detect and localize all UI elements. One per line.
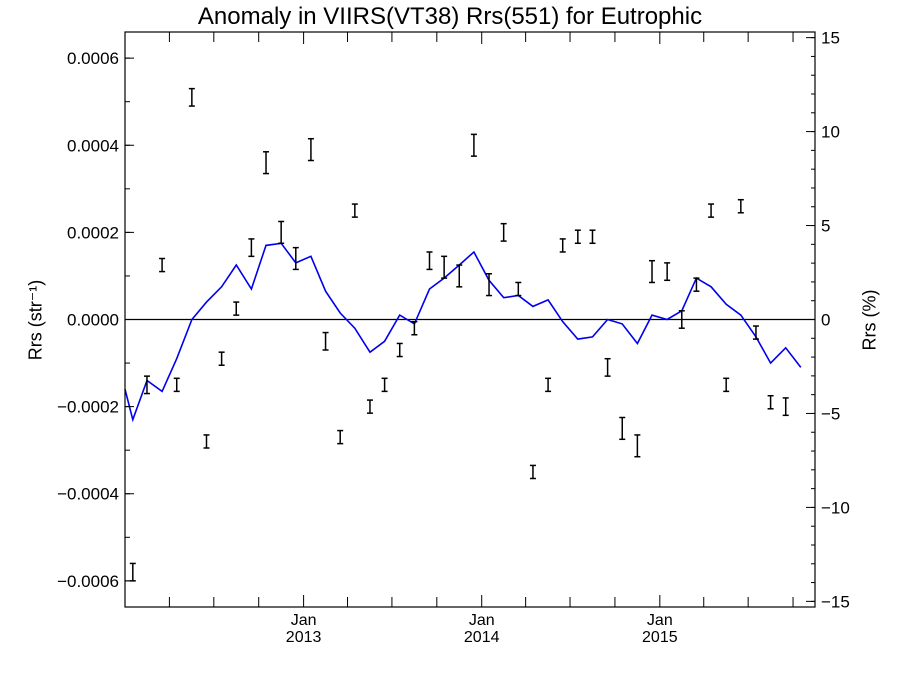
errorbar-point xyxy=(248,238,255,258)
errorbar-point xyxy=(470,133,477,157)
x-tick-year-label: 2013 xyxy=(286,629,322,646)
y-right-tick-label: 5 xyxy=(821,217,830,236)
x-tick-month-label: Jan xyxy=(469,612,495,629)
y-right-tick-label: 0 xyxy=(821,311,830,330)
y-left-tick-label: −0.0004 xyxy=(57,485,119,504)
errorbar-point xyxy=(129,562,136,582)
errorbar-point xyxy=(708,203,715,218)
errorbar-point xyxy=(396,342,403,358)
errorbar-point xyxy=(619,416,626,441)
errorbar-point xyxy=(604,357,611,377)
errorbar-point xyxy=(545,377,552,393)
errorbar-point xyxy=(381,377,388,393)
errorbar-point xyxy=(366,399,373,414)
y-left-tick-label: 0.0000 xyxy=(67,311,119,330)
errorbar-point xyxy=(456,264,463,288)
y-right-tick-label: −5 xyxy=(821,404,840,423)
y-left-tick-label: 0.0002 xyxy=(67,223,119,242)
y-left-tick-label: −0.0002 xyxy=(57,398,119,417)
errorbar-point xyxy=(693,277,700,292)
errorbar-point xyxy=(307,137,314,162)
errorbar-point xyxy=(559,238,566,253)
y-left-tick-label: 0.0006 xyxy=(67,49,119,68)
errorbar-point xyxy=(322,331,329,351)
errorbar-point xyxy=(486,273,493,297)
errorbar-series xyxy=(129,87,789,582)
y-right-tick-label: −15 xyxy=(821,592,850,611)
errorbar-point xyxy=(752,325,759,340)
x-tick-month-label: Jan xyxy=(291,612,317,629)
errorbar-point xyxy=(634,434,641,458)
x-tick-year-label: 2014 xyxy=(464,629,500,646)
y-left-tick-label: −0.0006 xyxy=(57,572,119,591)
errorbar-point xyxy=(233,301,240,316)
errorbar-point xyxy=(426,251,433,271)
x-tick-year-label: 2015 xyxy=(642,629,678,646)
errorbar-point xyxy=(203,434,210,449)
errorbar-point xyxy=(278,220,285,245)
errorbar-point xyxy=(529,464,536,480)
errorbar-point xyxy=(188,87,195,107)
y-left-tick-label: 0.0004 xyxy=(67,136,119,155)
y-right-tick-label: 15 xyxy=(821,29,840,48)
errorbar-point xyxy=(767,394,774,410)
errorbar-point xyxy=(737,198,744,214)
errorbar-point xyxy=(143,375,150,395)
errorbar-point xyxy=(351,203,358,218)
axes-layer: −0.0006 −0.0004 −0.0002 0.0000 0.0002 0.0004 0… xyxy=(57,29,850,646)
errorbar-point xyxy=(218,351,225,366)
errorbar-point xyxy=(159,257,166,273)
errorbar-point xyxy=(500,222,507,242)
errorbar-point xyxy=(649,259,656,284)
anomaly-line xyxy=(124,242,802,423)
errorbar-point xyxy=(173,377,180,393)
y-right-tick-label: −10 xyxy=(821,498,850,517)
errorbar-point xyxy=(515,281,522,297)
errorbar-point xyxy=(292,246,299,271)
errorbar-point xyxy=(664,262,671,282)
errorbar-point xyxy=(782,397,789,417)
chart-title: Anomaly in VIIRS(VT38) Rrs(551) for Eutr… xyxy=(197,3,703,30)
errorbar-point xyxy=(263,151,270,175)
errorbar-point xyxy=(441,255,448,279)
blue-line-series xyxy=(124,242,802,423)
errorbar-point xyxy=(411,320,418,336)
errorbar-point xyxy=(574,229,581,245)
errorbar-point xyxy=(678,310,685,329)
y-right-tick-label: 10 xyxy=(821,123,840,142)
errorbar-point xyxy=(589,229,596,245)
x-tick-month-label: Jan xyxy=(647,612,673,629)
errorbar-point xyxy=(723,377,730,393)
errorbar-point xyxy=(337,429,344,445)
